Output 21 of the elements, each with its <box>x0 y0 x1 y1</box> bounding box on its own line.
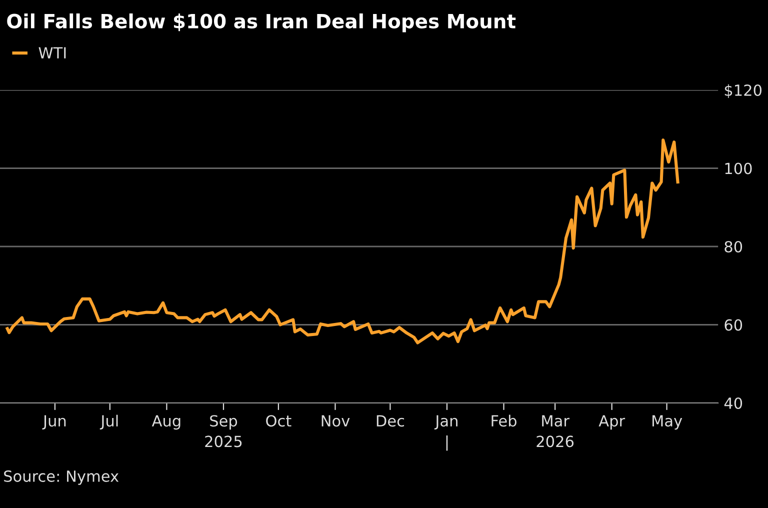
x-tick-label: Dec <box>376 415 404 427</box>
x-tick-label: Oct <box>266 415 292 427</box>
x-tick-label: Jun <box>42 415 66 430</box>
x-tick-label: Sep 2025 <box>205 415 242 448</box>
x-tick-label: Jul <box>100 414 118 430</box>
x-tick-label: Mar 2026 <box>536 415 574 448</box>
x-tick-label: Apr <box>598 415 626 430</box>
y-tick-label: 100 <box>725 162 752 174</box>
line-series <box>6 138 680 344</box>
x-tick-label: Aug <box>152 415 180 430</box>
source-note: Source: Nymex <box>4 470 119 485</box>
x-tick-label: Nov <box>322 415 350 427</box>
x-tick-label: May <box>652 415 682 430</box>
y-tick-label: 40 <box>724 397 742 410</box>
chart-title: Oil Falls Below $100 as Iran Deal Hopes Mount <box>7 13 516 32</box>
legend-label: WTI <box>38 47 66 58</box>
y-tick-label: $120 <box>724 84 762 98</box>
y-tick-label: 60 <box>724 319 742 331</box>
y-tick-label: 80 <box>724 240 742 253</box>
x-tick-label: Feb <box>492 414 516 427</box>
x-tick-label: Jan | <box>434 415 458 451</box>
